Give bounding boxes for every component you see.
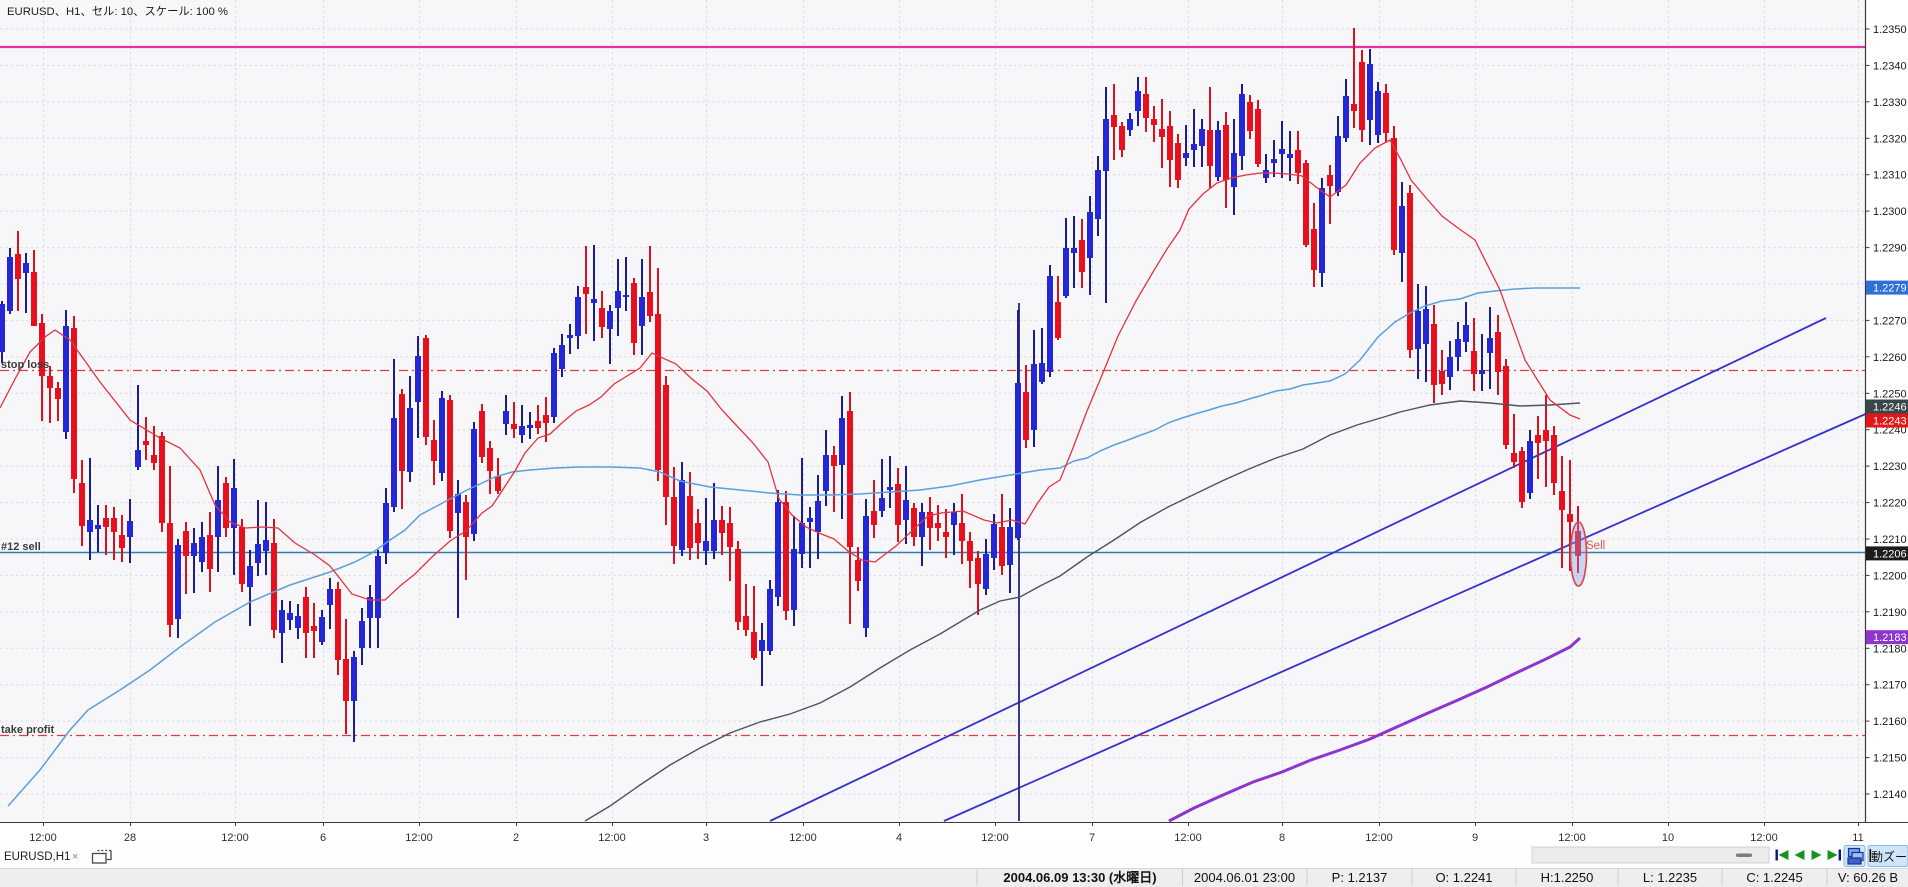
svg-text:1.2210: 1.2210: [1873, 534, 1907, 546]
svg-text:1.2220: 1.2220: [1873, 498, 1907, 510]
svg-text:EURUSD、H1、セル: 10、スケール: 100 %: EURUSD、H1、セル: 10、スケール: 100 %: [7, 5, 228, 18]
svg-text:4: 4: [896, 832, 902, 844]
svg-text:×: ×: [72, 851, 78, 863]
svg-text:12:00: 12:00: [789, 832, 817, 844]
svg-text:1.2180: 1.2180: [1873, 643, 1907, 655]
svg-text:1.2279: 1.2279: [1873, 283, 1907, 295]
svg-text:2: 2: [513, 832, 519, 844]
svg-text:12:00: 12:00: [981, 832, 1009, 844]
svg-text:1.2160: 1.2160: [1873, 716, 1907, 728]
svg-text:EURUSD,H1: EURUSD,H1: [4, 851, 70, 863]
svg-text:1.2310: 1.2310: [1873, 170, 1907, 182]
svg-text:3: 3: [703, 832, 709, 844]
svg-text:12:00: 12:00: [1750, 832, 1778, 844]
svg-text:2004.06.01 23:00: 2004.06.01 23:00: [1194, 870, 1295, 885]
svg-text:take profit: take profit: [1, 724, 55, 736]
svg-text:11: 11: [1852, 832, 1863, 844]
svg-text:1.2300: 1.2300: [1873, 206, 1907, 218]
svg-text:1.2183: 1.2183: [1873, 632, 1907, 644]
svg-text:L: 1.2235: L: 1.2235: [1643, 870, 1697, 885]
svg-text:6: 6: [320, 832, 326, 844]
svg-text:8: 8: [1279, 832, 1285, 844]
svg-text:動ズー: 動ズー: [1871, 849, 1907, 864]
svg-text:12:00: 12:00: [1558, 832, 1586, 844]
svg-text:P: 1.2137: P: 1.2137: [1332, 870, 1388, 885]
svg-text:1.2243: 1.2243: [1873, 416, 1907, 428]
svg-text:H:1.2250: H:1.2250: [1541, 870, 1594, 885]
svg-text:1.2170: 1.2170: [1873, 680, 1907, 692]
svg-text:Sell: Sell: [1586, 540, 1605, 552]
svg-text:1.2270: 1.2270: [1873, 315, 1907, 327]
svg-text:1.2150: 1.2150: [1873, 753, 1907, 765]
svg-text:C: 1.2245: C: 1.2245: [1746, 870, 1802, 885]
svg-text:1.2350: 1.2350: [1873, 24, 1907, 36]
svg-text:10: 10: [1662, 832, 1674, 844]
svg-text:#12 sell: #12 sell: [1, 541, 41, 553]
svg-text:stop loss: stop loss: [1, 359, 49, 371]
svg-text:12:00: 12:00: [1174, 832, 1202, 844]
svg-text:1.2190: 1.2190: [1873, 607, 1907, 619]
svg-text:1.2260: 1.2260: [1873, 352, 1907, 364]
svg-text:O: 1.2241: O: 1.2241: [1435, 870, 1492, 885]
svg-text:1.2250: 1.2250: [1873, 388, 1907, 400]
svg-text:1.2290: 1.2290: [1873, 243, 1907, 255]
svg-text:2004.06.09 13:30 (水曜日): 2004.06.09 13:30 (水曜日): [1003, 870, 1156, 885]
svg-text:1.2240: 1.2240: [1873, 425, 1907, 437]
svg-text:9: 9: [1472, 832, 1478, 844]
svg-text:1.2330: 1.2330: [1873, 97, 1907, 109]
svg-text:1.2206: 1.2206: [1873, 548, 1907, 560]
svg-text:12:00: 12:00: [29, 832, 57, 844]
svg-text:7: 7: [1089, 832, 1095, 844]
svg-text:1.2140: 1.2140: [1873, 789, 1907, 801]
svg-text:1.2200: 1.2200: [1873, 570, 1907, 582]
svg-text:12:00: 12:00: [1365, 832, 1393, 844]
svg-text:V: 60.26 B: V: 60.26 B: [1838, 870, 1898, 885]
svg-text:28: 28: [124, 832, 136, 844]
svg-text:1.2320: 1.2320: [1873, 133, 1907, 145]
svg-text:12:00: 12:00: [221, 832, 249, 844]
svg-text:1.2246: 1.2246: [1873, 402, 1907, 414]
svg-text:1.2230: 1.2230: [1873, 461, 1907, 473]
svg-text:12:00: 12:00: [405, 832, 433, 844]
svg-text:12:00: 12:00: [598, 832, 626, 844]
svg-text:1.2340: 1.2340: [1873, 60, 1907, 72]
